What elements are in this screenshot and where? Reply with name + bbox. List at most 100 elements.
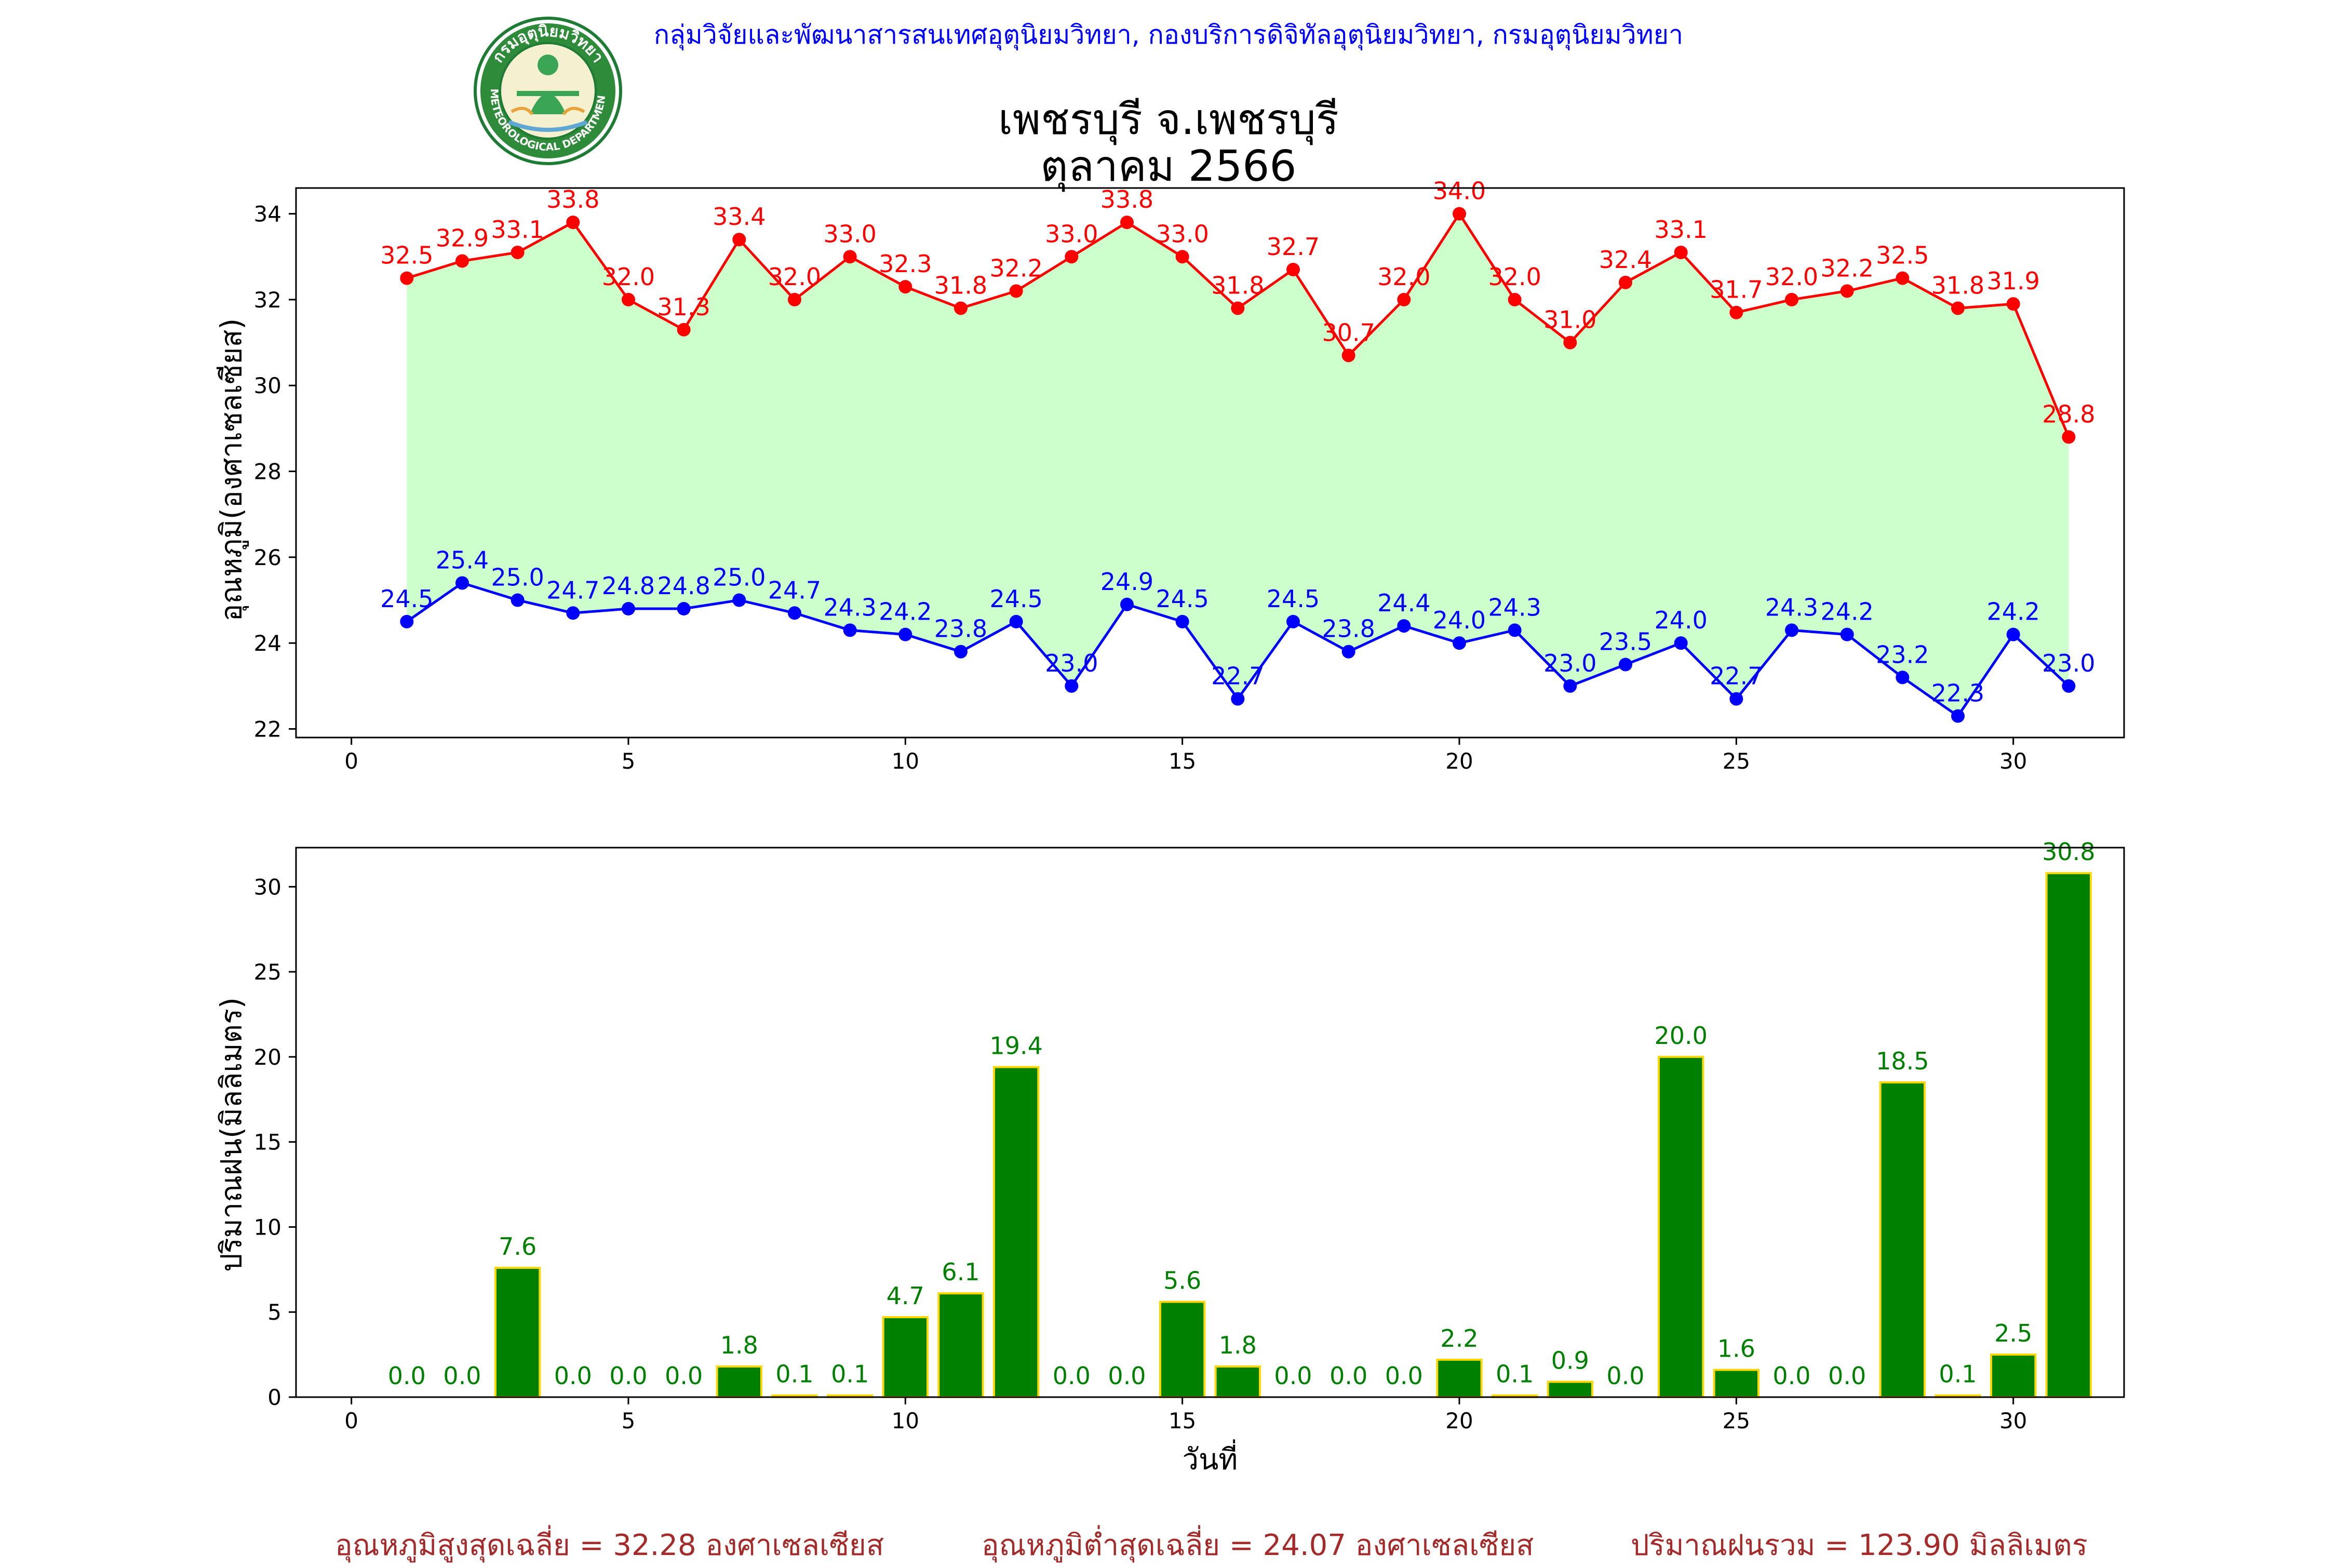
rain-bar-label: 20.0	[1654, 1022, 1707, 1050]
max-temp-label: 32.3	[879, 250, 932, 278]
max-temp-label: 32.0	[1765, 263, 1818, 291]
rain-bar	[937, 1292, 984, 1398]
min-temp-label: 24.7	[546, 576, 599, 604]
rain-bar-label: 0.1	[775, 1360, 813, 1388]
rain-bar	[1214, 1365, 1261, 1399]
rain-bar-label: 2.2	[1440, 1324, 1478, 1352]
min-temp-point	[1009, 614, 1023, 628]
min-temp-label: 24.2	[879, 598, 932, 626]
min-temp-label: 24.3	[823, 593, 876, 621]
meteorological-department-logo: กรมอุตุนิยมวิทยา METEOROLOGICAL DEPARTME…	[467, 16, 622, 165]
max-temp-label: 32.0	[1377, 263, 1430, 291]
min-temp-label: 22.3	[1931, 679, 1984, 707]
x-tick-label: 10	[892, 748, 919, 774]
min-temp-label: 24.7	[768, 576, 821, 604]
footer-avg-max: อุณหภูมิสูงสุดเฉลี่ย = 32.28 องศาเซลเซีย…	[335, 1529, 884, 1562]
y-tick-label: 24	[254, 631, 281, 656]
min-temp-label: 24.3	[1488, 593, 1541, 621]
y-tick-label: 22	[254, 716, 281, 742]
x-tick-label: 25	[1723, 748, 1750, 774]
max-temp-point	[1065, 250, 1079, 264]
min-temp-point	[455, 576, 469, 590]
footer-avg-min: อุณหภูมิต่ำสุดเฉลี่ย = 24.07 องศาเซลเซีย…	[982, 1529, 1534, 1562]
max-temp-label: 33.1	[1654, 216, 1707, 244]
min-temp-label: 24.2	[1820, 598, 1873, 626]
min-temp-point	[1341, 645, 1355, 659]
min-temp-point	[511, 593, 525, 607]
rain-bar-label: 0.0	[554, 1362, 592, 1390]
rain-bar-label: 0.0	[443, 1362, 481, 1390]
min-temp-point	[622, 602, 635, 616]
max-temp-point	[566, 216, 580, 230]
min-temp-point	[1563, 679, 1577, 693]
max-temp-label: 33.4	[713, 203, 765, 231]
y-tick-label: 26	[254, 545, 281, 570]
max-temp-point	[1341, 349, 1355, 363]
max-temp-label: 32.5	[1876, 242, 1929, 270]
min-temp-point	[1896, 671, 1910, 685]
max-temp-point	[1009, 284, 1023, 298]
max-temp-point	[1453, 207, 1466, 221]
rain-bar-label: 0.0	[388, 1362, 426, 1390]
max-temp-label: 31.3	[657, 293, 710, 321]
max-temp-point	[788, 292, 801, 306]
max-temp-point	[400, 271, 414, 285]
max-temp-point	[2062, 430, 2076, 444]
max-temp-point	[1563, 336, 1577, 350]
min-temp-label: 24.3	[1765, 593, 1818, 621]
min-temp-point	[1175, 614, 1189, 628]
rain-bar-label: 0.1	[831, 1360, 869, 1388]
min-temp-point	[1120, 597, 1134, 611]
min-temp-point	[1840, 627, 1854, 641]
rain-bar-label: 0.1	[1496, 1360, 1534, 1388]
min-temp-label: 22.7	[1710, 662, 1763, 690]
max-temp-point	[1397, 292, 1411, 306]
max-temp-point	[1175, 250, 1189, 264]
max-temp-point	[1286, 263, 1300, 277]
min-temp-label: 24.5	[989, 585, 1042, 613]
rain-bar-label: 0.0	[665, 1362, 703, 1390]
rain-bar-label: 0.0	[1772, 1362, 1810, 1390]
min-temp-label: 23.8	[934, 615, 987, 643]
min-temp-point	[843, 623, 857, 637]
rain-bar-label: 0.9	[1551, 1347, 1589, 1375]
max-temp-point	[677, 323, 691, 337]
rain-bar-label: 5.6	[1163, 1267, 1201, 1295]
rain-bar-label: 0.0	[1606, 1362, 1644, 1390]
min-temp-point	[2006, 627, 2020, 641]
rain-bar	[716, 1365, 762, 1399]
x-tick-label: 0	[344, 748, 358, 774]
max-temp-label: 32.2	[989, 254, 1042, 282]
max-temp-point	[455, 254, 469, 268]
temperature-plot-frame	[295, 187, 2125, 739]
rain-bar-label: 0.0	[1053, 1362, 1091, 1390]
rain-bar	[1436, 1358, 1483, 1399]
min-temp-point	[1508, 623, 1522, 637]
x-tick-label: 25	[1723, 1408, 1750, 1433]
max-temp-label: 31.7	[1710, 276, 1763, 304]
min-temp-point	[1065, 679, 1079, 693]
max-temp-label: 31.8	[934, 271, 987, 299]
y-tick-label: 30	[254, 373, 281, 398]
rain-bar-label: 0.0	[1385, 1362, 1423, 1390]
y-tick-label: 15	[254, 1130, 281, 1155]
x-tick-label: 30	[1999, 748, 2027, 774]
min-temp-point	[1231, 692, 1245, 706]
temperature-range-fill	[407, 213, 2069, 716]
max-temp-label: 33.8	[1100, 185, 1153, 213]
max-temp-point	[732, 233, 746, 247]
max-temp-label: 32.7	[1267, 233, 1320, 261]
max-temp-point	[1785, 292, 1798, 306]
rain-bar-label: 1.6	[1717, 1335, 1755, 1363]
max-temp-label: 33.1	[491, 216, 544, 244]
y-tick-label: 25	[254, 959, 281, 985]
min-temp-point	[1785, 623, 1798, 637]
rain-bar-label: 19.4	[989, 1032, 1042, 1060]
min-temp-label: 22.7	[1211, 662, 1264, 690]
y-tick-label: 0	[267, 1385, 281, 1410]
max-temp-point	[1896, 271, 1910, 285]
min-temp-label: 25.4	[436, 546, 489, 574]
max-temp-label: 31.9	[1986, 267, 2039, 295]
x-tick-label: 5	[622, 1408, 636, 1433]
min-temp-label: 23.8	[1322, 615, 1375, 643]
